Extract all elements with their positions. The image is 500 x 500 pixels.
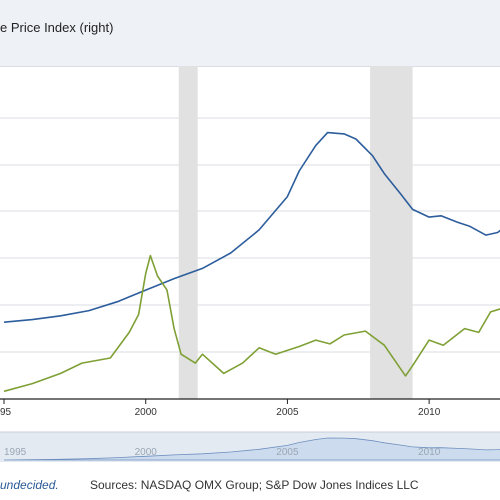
- series-lines: [3, 131, 500, 393]
- series-line-home-price-index: [3, 131, 500, 323]
- navigator[interactable]: 1995 2000 2005 2010: [0, 431, 500, 462]
- x-axis: 95 2000 2005 2010: [0, 398, 500, 418]
- chart-header: [0, 0, 500, 67]
- navigator-tick-label: 2010: [418, 447, 441, 458]
- x-tick-label: 2000: [135, 407, 158, 418]
- navigator-tick-label: 1995: [4, 447, 27, 458]
- series-line-nasdaq: [3, 254, 500, 393]
- footer-sources: Sources: NASDAQ OMX Group; S&P Dow Jones…: [90, 478, 419, 492]
- navigator-series-area: [3, 437, 500, 461]
- recession-shading: [178, 66, 413, 399]
- footer: [0, 465, 500, 500]
- footer-note: undecided.: [0, 478, 59, 492]
- recession-band: [178, 66, 198, 399]
- x-tick-label: 95: [0, 407, 12, 418]
- legend-series-label: e Price Index (right): [0, 20, 114, 35]
- x-tick-label: 2010: [418, 407, 441, 418]
- grid: [0, 117, 500, 353]
- navigator-tick-label: 2005: [276, 447, 299, 458]
- navigator-tick-label: 2000: [135, 447, 158, 458]
- x-tick-label: 2005: [276, 407, 299, 418]
- recession-band: [370, 66, 413, 399]
